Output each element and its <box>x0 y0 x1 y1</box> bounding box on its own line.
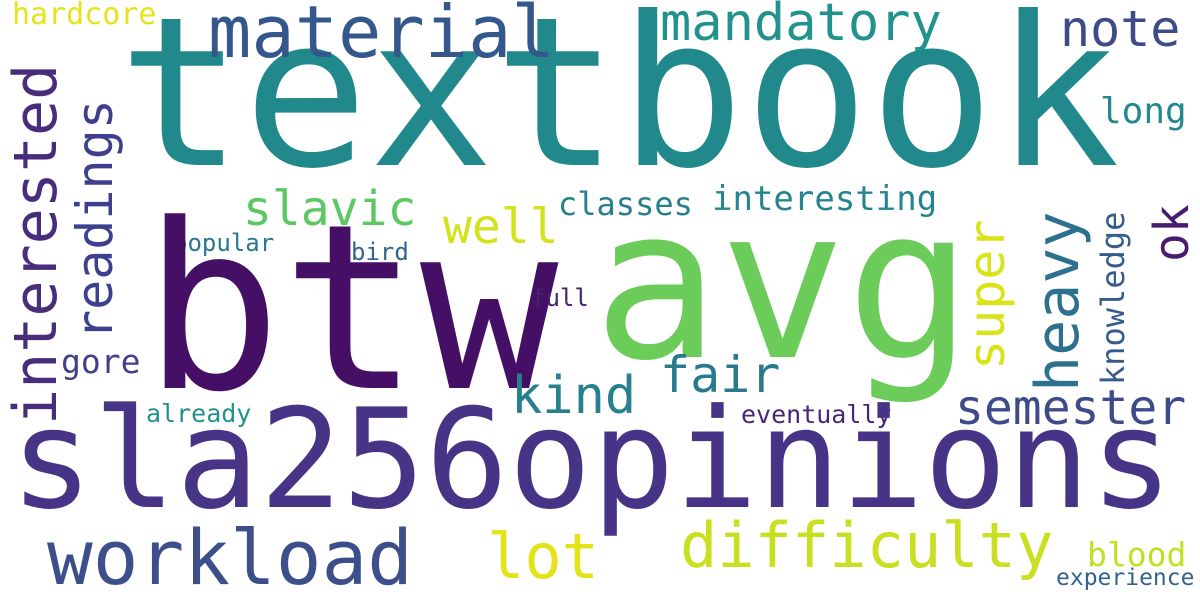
word-workload: workload <box>47 513 414 600</box>
word-readings: readings <box>66 99 124 340</box>
word-kind: kind <box>511 366 637 426</box>
word-bird: bird <box>351 238 409 266</box>
word-ok: ok <box>1144 204 1200 262</box>
word-interesting: interesting <box>712 179 938 219</box>
word-knowledge: knowledge <box>1094 211 1132 385</box>
word-gore: gore <box>61 342 141 381</box>
word-slavic: slavic <box>243 181 417 237</box>
word-hardcore: hardcore <box>12 0 157 32</box>
word-classes: classes <box>558 185 693 223</box>
word-well: well <box>443 199 559 255</box>
word-eventually: eventually <box>741 400 892 429</box>
word-blood: blood <box>1087 535 1187 574</box>
word-interested: interested <box>1 63 71 425</box>
word-super: super <box>958 219 1016 370</box>
word-already: already <box>146 399 252 428</box>
word-difficulty: difficulty <box>680 509 1054 582</box>
word-mandatory: mandatory <box>660 0 942 53</box>
word-lot: lot <box>487 520 599 593</box>
word-material: material <box>208 0 555 74</box>
word-avg: avg <box>593 162 973 407</box>
word-textbook: textbook <box>118 0 1120 215</box>
word-fair: fair <box>660 346 781 404</box>
word-btw: btw <box>143 176 559 443</box>
word-sla256opinions: sla256opinions <box>10 379 1174 540</box>
word-semester: semester <box>955 380 1187 436</box>
word-experience: experience <box>1056 565 1195 591</box>
word-full: full <box>531 284 589 312</box>
word-popular: popular <box>173 229 275 257</box>
word-heavy: heavy <box>1023 211 1093 392</box>
word-note: note <box>1060 0 1181 58</box>
word-long: long <box>1100 91 1187 132</box>
